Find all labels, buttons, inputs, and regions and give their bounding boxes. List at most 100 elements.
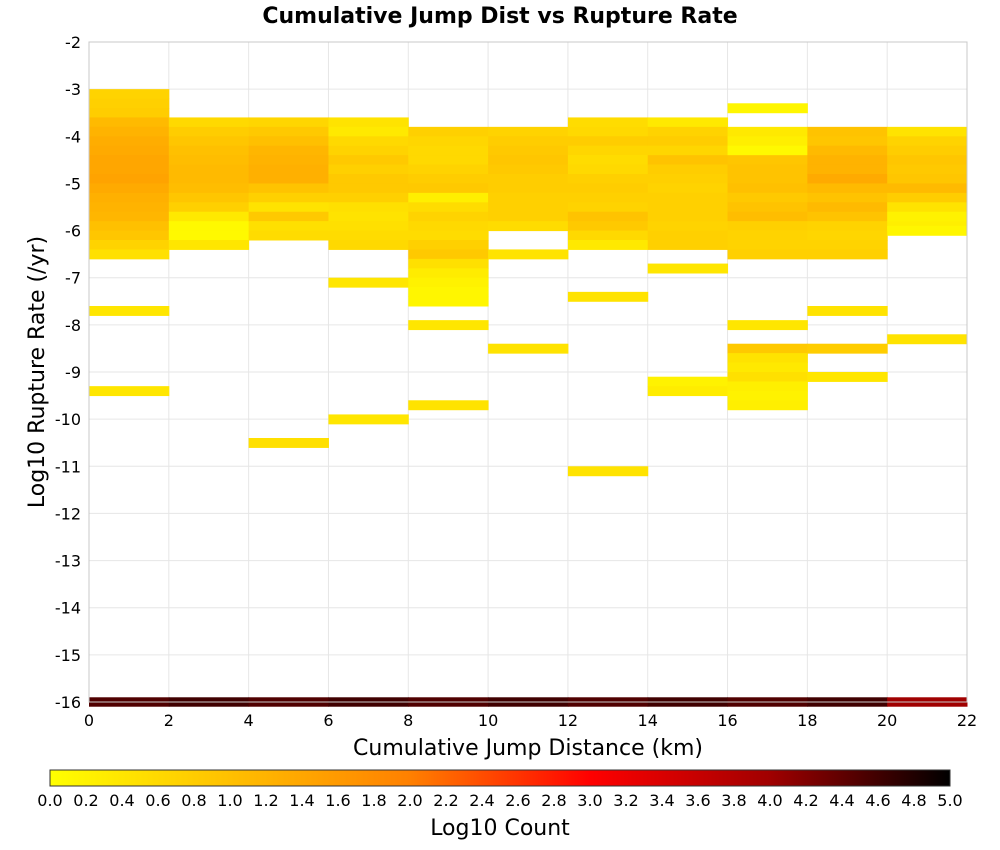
heatmap-cell — [89, 126, 170, 137]
heatmap-cell — [807, 202, 888, 213]
x-tick-label: 18 — [797, 711, 817, 730]
colorbar-tick-label: 3.8 — [721, 791, 746, 810]
heatmap-cell — [647, 117, 729, 128]
heatmap-cell — [807, 183, 888, 194]
colorbar-tick-label: 1.8 — [361, 791, 386, 810]
heatmap-cell — [887, 183, 968, 194]
colorbar-tick-label: 1.2 — [253, 791, 278, 810]
y-tick-label: -15 — [55, 646, 81, 665]
heatmap-cell — [807, 136, 888, 147]
heatmap-cell — [567, 202, 649, 213]
heatmap-cell — [727, 343, 808, 354]
x-tick-label: 16 — [717, 711, 737, 730]
colorbar-tick-label: 2.8 — [541, 791, 566, 810]
colorbar-tick-label: 4.6 — [865, 791, 890, 810]
heatmap-cell — [887, 334, 968, 345]
heatmap-cell — [727, 174, 808, 184]
heatmap-cell — [807, 343, 888, 354]
heatmap-cell — [488, 126, 569, 137]
heatmap-cell — [647, 263, 729, 274]
colorbar-ticks: 0.0 0.2 0.4 0.6 0.8 1.0 1.2 1.4 1.6 1.8 2.0 2.2 2.4 2… — [37, 791, 962, 810]
heatmap-cell — [328, 126, 409, 137]
heatmap-cell — [727, 183, 808, 194]
x-tick-label: 8 — [403, 711, 413, 730]
heatmap-cell — [328, 277, 409, 288]
colorbar-tick-label: 3.2 — [613, 791, 638, 810]
heatmap-cell — [248, 155, 329, 166]
x-tick-label: 20 — [877, 711, 897, 730]
heatmap-cell — [408, 240, 489, 250]
y-tick-label: -3 — [65, 80, 81, 99]
colorbar-tick-label: 0.8 — [181, 791, 206, 810]
heatmap-cell — [248, 211, 329, 222]
colorbar-tick-label: 4.0 — [757, 791, 782, 810]
heatmap-cell — [887, 145, 968, 156]
heatmap-cell — [807, 174, 888, 184]
heatmap-cell — [567, 174, 649, 184]
heatmap-cell — [248, 221, 329, 232]
heatmap-cell — [727, 155, 808, 166]
heatmap-cell — [647, 145, 729, 156]
heatmap-cell — [647, 202, 729, 213]
heatmap-cell — [248, 174, 329, 184]
heatmap-cell — [647, 174, 729, 184]
heatmap-cell — [328, 117, 409, 128]
heatmap-cell — [408, 126, 489, 137]
colorbar-tick-label: 3.0 — [577, 791, 602, 810]
heatmap-cell — [727, 126, 808, 137]
heatmap-cell — [567, 164, 649, 175]
heatmap-cell — [168, 192, 250, 203]
heatmap-cell — [168, 183, 250, 194]
colorbar-tick-label: 2.4 — [469, 791, 494, 810]
heatmap-cell — [328, 136, 409, 147]
heatmap-cell — [328, 174, 409, 184]
heatmap-cell — [647, 211, 729, 222]
heatmap-cell — [567, 192, 649, 203]
heatmap-cell — [408, 164, 489, 175]
colorbar-tick-label: 3.4 — [649, 791, 674, 810]
x-tick-label: 12 — [558, 711, 578, 730]
heatmap-cell — [488, 155, 569, 166]
heatmap-cell — [89, 164, 170, 175]
colorbar-label: Log10 Count — [430, 816, 570, 841]
y-tick-label: -7 — [65, 269, 81, 288]
heatmap-cell — [168, 145, 250, 156]
x-tick-label: 22 — [957, 711, 977, 730]
heatmap-cell — [488, 136, 569, 147]
heatmap-cell — [408, 268, 489, 279]
heatmap-cell — [647, 126, 729, 137]
heatmap-cell — [488, 164, 569, 175]
heatmap-cell — [488, 183, 569, 194]
heatmap-cell — [168, 136, 250, 147]
heatmap-cell — [168, 240, 250, 250]
heatmap-cell — [89, 98, 170, 109]
heatmap-cell — [248, 183, 329, 194]
heatmap-cell — [647, 136, 729, 147]
heatmap-cell — [807, 211, 888, 222]
heatmap-cell — [488, 249, 569, 260]
heatmap-cell — [488, 343, 569, 354]
heatmap-cell — [727, 211, 808, 222]
colorbar-tick-label: 2.2 — [433, 791, 458, 810]
colorbar-tick-label: 1.0 — [217, 791, 242, 810]
heatmap-cell — [168, 155, 250, 166]
heatmap-cell — [328, 240, 409, 250]
heatmap-cell — [647, 164, 729, 175]
y-tick-label: -5 — [65, 174, 81, 193]
heatmap-cell — [89, 145, 170, 156]
colorbar-tick-label: 2.6 — [505, 791, 530, 810]
heatmap-cell — [89, 117, 170, 128]
heatmap-cell — [807, 164, 888, 175]
heatmap-cell — [567, 145, 649, 156]
heatmap-cell — [887, 126, 968, 137]
heatmap-cell — [887, 164, 968, 175]
heatmap-cell — [408, 230, 489, 241]
heatmap-cell — [647, 230, 729, 241]
heatmap-cell — [807, 126, 888, 137]
heatmap-cell — [89, 240, 170, 250]
heatmap-cell — [89, 108, 170, 118]
heatmap-cell — [727, 145, 808, 156]
x-tick-label: 10 — [478, 711, 498, 730]
heatmap-cell — [408, 155, 489, 166]
heatmap-cell — [727, 192, 808, 203]
